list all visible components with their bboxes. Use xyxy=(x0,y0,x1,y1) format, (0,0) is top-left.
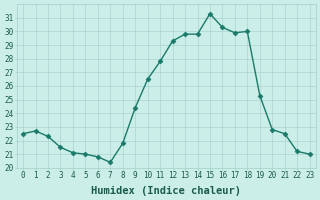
X-axis label: Humidex (Indice chaleur): Humidex (Indice chaleur) xyxy=(92,186,241,196)
